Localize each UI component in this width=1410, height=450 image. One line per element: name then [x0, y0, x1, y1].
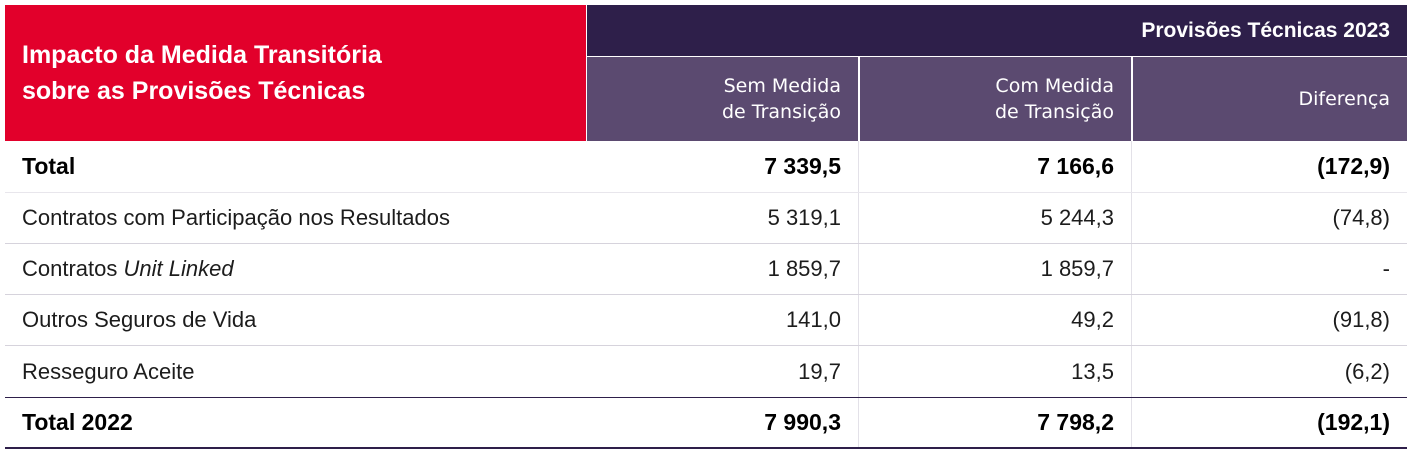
- cell-sem-medida: 5 319,1: [767, 205, 841, 230]
- cell-sem-medida: 7 339,5: [764, 153, 841, 179]
- cell-com-medida: 1 859,7: [1040, 256, 1114, 281]
- cell-sem-medida: 7 990,3: [764, 409, 841, 435]
- table-body: Total 7 339,5 7 166,6 (172,9) Contratos …: [5, 141, 1407, 449]
- row-label: Contratos Unit Linked: [5, 244, 586, 294]
- column-header-label: Sem Medida de Transição: [722, 75, 841, 123]
- cell-com-medida: 49,2: [1071, 307, 1114, 332]
- cell-sem-medida: 141,0: [785, 307, 841, 332]
- table-row: Resseguro Aceite 19,7 13,5 (6,2): [5, 346, 1407, 397]
- row-label: Resseguro Aceite: [22, 358, 195, 384]
- cell-com-medida: 7 798,2: [1037, 409, 1114, 435]
- cell-com-medida: 5 244,3: [1040, 205, 1114, 230]
- cell-diferenca: (192,1): [1317, 409, 1390, 435]
- row-label-italic: Unit Linked: [123, 256, 234, 281]
- column-header-com-medida: Com Medida de Transição: [860, 57, 1131, 141]
- table-row: Outros Seguros de Vida 141,0 49,2 (91,8): [5, 295, 1407, 346]
- cell-diferenca: -: [1382, 256, 1390, 281]
- table-row: Contratos com Participação nos Resultado…: [5, 193, 1407, 244]
- table-row-total-2022: Total 2022 7 990,3 7 798,2 (192,1): [5, 397, 1407, 449]
- table-row-total: Total 7 339,5 7 166,6 (172,9): [5, 141, 1407, 193]
- column-header-diferenca: Diferença: [1133, 57, 1407, 141]
- group-header-label: Provisões Técnicas 2023: [1141, 18, 1390, 42]
- cell-diferenca: (6,2): [1344, 358, 1390, 384]
- cell-com-medida: 13,5: [1071, 358, 1114, 384]
- row-label: Outros Seguros de Vida: [22, 307, 257, 332]
- cell-sem-medida: 1 859,7: [767, 256, 841, 281]
- table-title-box: Impacto da Medida Transitória sobre as P…: [5, 5, 586, 141]
- row-label-prefix: Contratos: [22, 256, 124, 281]
- row-label: Total: [22, 153, 76, 179]
- cell-sem-medida: 19,7: [798, 358, 841, 384]
- cell-diferenca: (172,9): [1317, 153, 1390, 179]
- table-row: Contratos Unit Linked 1 859,7 1 859,7 -: [5, 244, 1407, 295]
- row-label: Total 2022: [22, 409, 133, 435]
- table-title: Impacto da Medida Transitória sobre as P…: [22, 41, 382, 105]
- column-header-sem-medida: Sem Medida de Transição: [587, 57, 858, 141]
- column-header-label: Diferença: [1298, 88, 1390, 110]
- row-label: Contratos com Participação nos Resultado…: [22, 205, 450, 230]
- column-header-label: Com Medida de Transição: [995, 75, 1114, 123]
- group-header: Provisões Técnicas 2023: [587, 5, 1407, 56]
- cell-diferenca: (74,8): [1332, 205, 1390, 230]
- cell-com-medida: 7 166,6: [1037, 153, 1114, 179]
- cell-diferenca: (91,8): [1332, 307, 1390, 332]
